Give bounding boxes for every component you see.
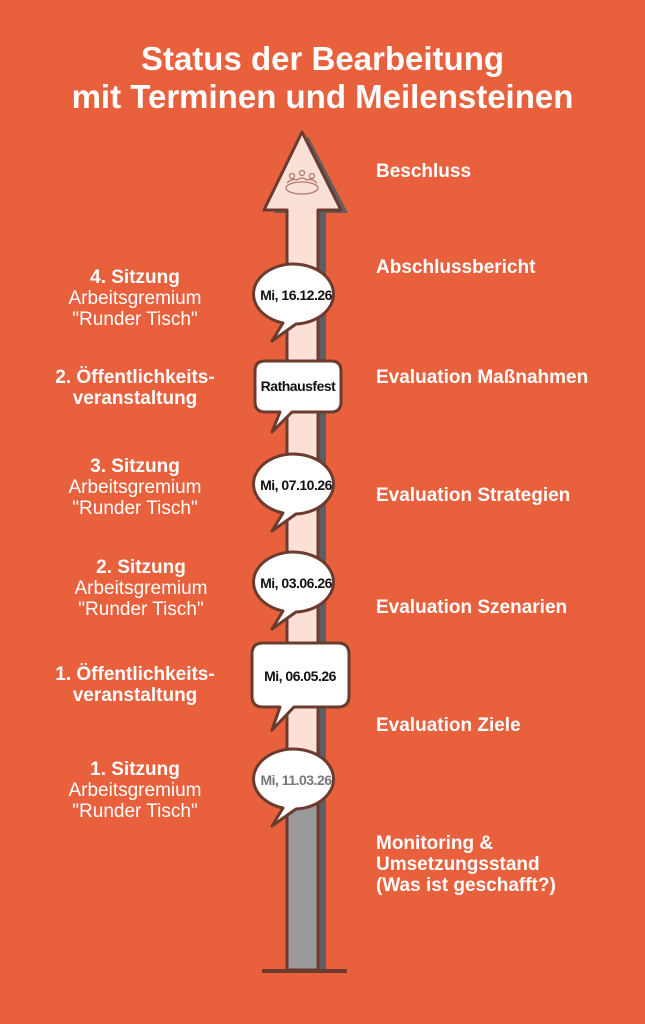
date-bubble-6[interactable] [252,747,335,828]
event-title: 1. Sitzung [90,759,180,780]
event-sub: "Runder Tisch" [72,801,198,822]
milestone-monitoring: Monitoring & Umsetzungsstand (Was ist ge… [376,833,556,896]
date-bubble-5[interactable] [250,641,351,732]
event-1-oeffentlichkeit: 1. Öffentlichkeits- veranstaltung [0,664,270,706]
event-1-sitzung: 1. Sitzung Arbeitsgremium "Runder Tisch" [0,759,270,822]
date-label: Mi, 06.05.26 [264,668,336,684]
event-2-oeffentlichkeit: 2. Öffentlichkeits- veranstaltung [0,367,270,409]
event-sub: Arbeitsgremium [68,288,202,309]
title-line-1: Status der Bearbeitung [140,40,505,77]
date-bubble-3[interactable] [252,452,335,533]
date-bubble-1[interactable] [252,262,335,343]
round-table-meeting-icon [285,169,319,195]
event-title: 3. Sitzung [90,456,180,477]
date-label: Mi, 07.10.26 [260,477,332,493]
event-sub: "Runder Tisch" [78,599,204,620]
title-line-2: mit Terminen und Meilensteinen [71,78,574,115]
event-sub: Arbeitsgremium [68,780,202,801]
event-4-sitzung: 4. Sitzung Arbeitsgremium "Runder Tisch" [0,267,270,330]
date-label-done: Mi, 11.03.26 [260,772,332,788]
milestone-line: Umsetzungsstand [376,854,540,875]
event-sub: Arbeitsgremium [68,477,202,498]
milestone-beschluss: Beschluss [376,161,472,182]
event-3-sitzung: 3. Sitzung Arbeitsgremium "Runder Tisch" [0,456,270,519]
date-bubble-2[interactable] [253,359,343,434]
event-sub: veranstaltung [72,685,198,706]
date-label: Mi, 16.12.26 [260,287,332,303]
event-title: 4. Sitzung [90,267,180,288]
arrow-shaft-done [285,788,320,972]
event-sub: "Runder Tisch" [72,309,198,330]
milestone-evaluation-szenarien: Evaluation Szenarien [376,597,568,618]
milestone-line: Monitoring & [376,833,494,854]
event-title: 1. Öffentlichkeits- [55,664,215,685]
milestone-evaluation-ziele: Evaluation Ziele [376,715,521,736]
event-2-sitzung: 2. Sitzung Arbeitsgremium "Runder Tisch" [6,557,276,620]
milestone-evaluation-strategien: Evaluation Strategien [376,485,571,506]
event-title: 2. Öffentlichkeits- [55,367,215,388]
date-bubble-4[interactable] [252,550,335,631]
milestone-abschlussbericht: Abschlussbericht [376,257,536,278]
date-label: Mi, 03.06.26 [260,575,332,591]
event-sub: Arbeitsgremium [74,578,208,599]
event-sub: veranstaltung [72,388,198,409]
milestone-evaluation-massnahmen: Evaluation Maßnahmen [376,367,589,388]
date-label: Rathausfest [260,378,336,394]
event-title: 2. Sitzung [96,557,186,578]
event-sub: "Runder Tisch" [72,498,198,519]
milestone-line: (Was ist geschafft?) [376,875,556,896]
page-title: Status der Bearbeitung mit Terminen und … [0,40,645,116]
